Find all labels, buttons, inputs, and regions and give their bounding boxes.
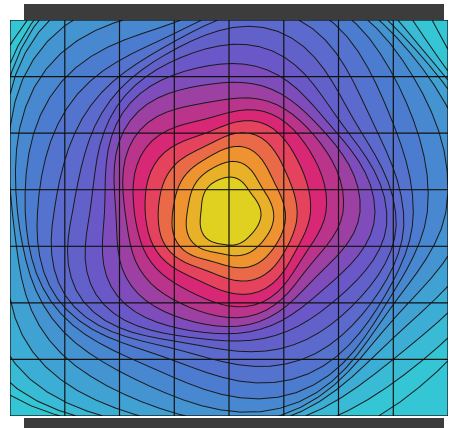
- plot-frame-bottom: [24, 418, 444, 428]
- contour-surface: [10, 20, 448, 416]
- plot-frame-top: [24, 4, 444, 20]
